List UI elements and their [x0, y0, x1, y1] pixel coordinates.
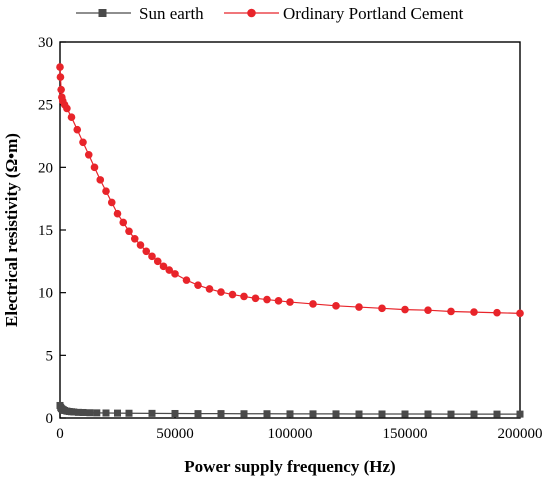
y-tick-label: 25	[38, 98, 53, 114]
data-point-ordinary-portland-cement	[73, 125, 82, 134]
series-line-ordinary-portland-cement	[59, 67, 521, 314]
data-point-ordinary-portland-cement	[274, 297, 283, 305]
data-point-sun-earth	[217, 410, 225, 418]
data-point-ordinary-portland-cement	[63, 104, 71, 113]
data-point-ordinary-portland-cement	[142, 247, 151, 256]
data-point-ordinary-portland-cement	[119, 218, 128, 227]
data-point-ordinary-portland-cement	[493, 308, 501, 317]
data-point-ordinary-portland-cement	[447, 307, 455, 316]
data-point-ordinary-portland-cement	[159, 262, 168, 271]
x-tick-label: 0	[56, 426, 64, 442]
y-tick-label: 5	[46, 348, 54, 364]
data-point-sun-earth	[309, 410, 317, 418]
data-point-ordinary-portland-cement	[90, 163, 99, 172]
legend-item-sun-earth: Sun earth	[76, 4, 204, 23]
data-point-ordinary-portland-cement	[251, 294, 260, 303]
x-axis: 0 50000 100000 150000 200000	[56, 412, 543, 442]
x-tick-label: 100000	[268, 426, 313, 442]
data-point-sun-earth	[424, 410, 432, 418]
y-axis-title: Electrical resistivity (Ω•m)	[2, 133, 21, 327]
data-point-sun-earth	[516, 410, 524, 418]
data-point-ordinary-portland-cement	[194, 281, 202, 289]
data-point-ordinary-portland-cement	[153, 257, 162, 266]
data-point-ordinary-portland-cement	[355, 303, 363, 311]
data-point-ordinary-portland-cement	[130, 234, 139, 243]
series-sun-earth	[56, 401, 524, 418]
x-tick-label: 200000	[498, 426, 543, 442]
y-tick-label: 15	[38, 223, 53, 239]
legend: Sun earth Ordinary Portland Cement	[76, 4, 464, 23]
data-point-ordinary-portland-cement	[96, 176, 105, 184]
data-point-sun-earth	[332, 410, 340, 418]
data-point-sun-earth	[470, 410, 478, 418]
data-point-ordinary-portland-cement	[113, 209, 122, 218]
data-point-ordinary-portland-cement	[56, 73, 65, 81]
data-point-sun-earth	[401, 410, 409, 418]
data-point-sun-earth	[171, 409, 179, 417]
x-axis-title: Power supply frequency (Hz)	[184, 457, 395, 476]
data-point-ordinary-portland-cement	[136, 241, 145, 249]
data-point-ordinary-portland-cement	[378, 304, 386, 313]
y-tick-label: 20	[38, 160, 53, 176]
x-tick-label: 50000	[156, 426, 194, 442]
legend-label-sun-earth: Sun earth	[139, 4, 204, 23]
data-point-ordinary-portland-cement	[57, 85, 65, 94]
data-point-ordinary-portland-cement	[205, 285, 214, 293]
data-point-ordinary-portland-cement	[424, 306, 432, 315]
data-point-ordinary-portland-cement	[332, 302, 340, 310]
x-tick-label: 150000	[383, 426, 428, 442]
data-point-ordinary-portland-cement	[401, 305, 409, 314]
data-point-ordinary-portland-cement	[107, 198, 116, 207]
data-point-sun-earth	[493, 410, 501, 418]
data-point-ordinary-portland-cement	[228, 290, 237, 299]
data-point-ordinary-portland-cement	[56, 63, 64, 71]
data-point-ordinary-portland-cement	[125, 227, 133, 236]
series-ordinary-portland-cement	[56, 63, 524, 318]
y-tick-label: 10	[38, 286, 53, 302]
data-point-sun-earth	[194, 410, 202, 418]
y-tick-label: 30	[38, 35, 53, 51]
data-point-sun-earth	[86, 409, 94, 417]
data-point-ordinary-portland-cement	[182, 276, 191, 284]
data-point-ordinary-portland-cement	[102, 187, 110, 195]
data-point-sun-earth	[240, 410, 248, 418]
data-point-ordinary-portland-cement	[148, 252, 156, 261]
data-point-ordinary-portland-cement	[263, 295, 271, 304]
data-point-ordinary-portland-cement	[171, 270, 179, 278]
data-point-ordinary-portland-cement	[309, 300, 317, 308]
data-point-sun-earth	[148, 409, 156, 417]
legend-item-ordinary-portland-cement: Ordinary Portland Cement	[224, 4, 464, 23]
data-point-ordinary-portland-cement	[79, 138, 87, 147]
data-point-sun-earth	[70, 408, 78, 416]
data-point-ordinary-portland-cement	[240, 292, 248, 301]
y-tick-label: 0	[46, 411, 54, 427]
data-point-sun-earth	[114, 409, 121, 417]
series-layer	[56, 63, 524, 418]
data-point-sun-earth	[447, 410, 455, 418]
data-point-ordinary-portland-cement	[470, 308, 478, 316]
data-point-ordinary-portland-cement	[516, 309, 524, 318]
data-point-ordinary-portland-cement	[217, 288, 225, 296]
data-point-sun-earth	[74, 408, 82, 416]
data-point-sun-earth	[286, 410, 294, 418]
data-point-sun-earth	[378, 410, 386, 418]
data-point-ordinary-portland-cement	[286, 298, 294, 306]
data-point-ordinary-portland-cement	[165, 266, 174, 274]
data-point-sun-earth	[355, 410, 363, 418]
data-point-sun-earth	[263, 410, 271, 418]
data-point-sun-earth	[125, 409, 133, 417]
legend-label-ordinary-portland-cement: Ordinary Portland Cement	[283, 4, 464, 23]
data-point-ordinary-portland-cement	[67, 113, 76, 121]
data-point-sun-earth	[79, 408, 87, 416]
data-point-ordinary-portland-cement	[84, 151, 93, 159]
data-point-sun-earth	[102, 409, 110, 417]
data-point-sun-earth	[93, 409, 101, 417]
y-axis: 0 5 10 15 20 25 30	[38, 35, 66, 427]
